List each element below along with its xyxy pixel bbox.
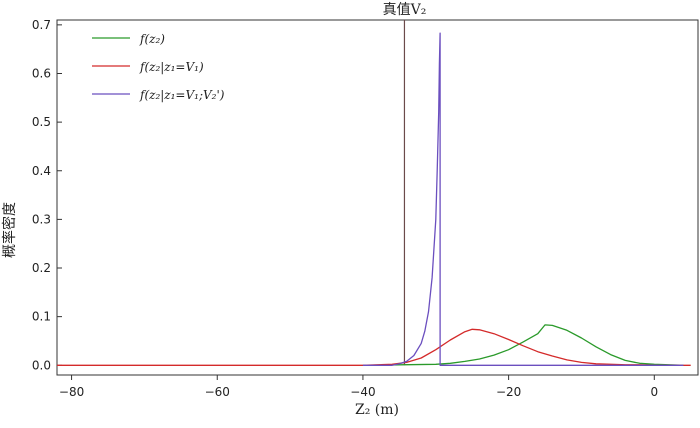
y-tick-label: 0.0 — [32, 358, 51, 372]
y-axis-label: 概率密度 — [1, 202, 18, 258]
y-tick-label: 0.5 — [32, 115, 51, 129]
x-tick-label: −60 — [205, 385, 230, 399]
series-line-2 — [57, 328, 691, 366]
x-tick-label: −80 — [59, 385, 84, 399]
y-tick-label: 0.7 — [32, 18, 51, 32]
legend-label-3: f(z₂|z₁=V₁;V₂') — [139, 88, 225, 102]
x-axis-ticks: −80 −60 −40 −20 0 — [59, 375, 658, 399]
y-tick-label: 0.2 — [32, 261, 51, 275]
y-axis-ticks: 0.0 0.1 0.2 0.3 0.4 0.5 0.6 0.7 — [32, 18, 62, 372]
true-value-label: 真值V₂ — [383, 2, 427, 18]
legend-label-2: f(z₂|z₁=V₁) — [139, 60, 204, 74]
series-lines — [57, 32, 691, 366]
x-axis-label: Z₂ (m) — [355, 402, 399, 418]
series-line-3 — [362, 32, 684, 366]
y-tick-label: 0.4 — [32, 164, 51, 178]
y-tick-label: 0.3 — [32, 212, 51, 226]
x-tick-label: −20 — [496, 385, 521, 399]
y-tick-label: 0.6 — [32, 66, 51, 80]
legend-label-1: f(z₂) — [139, 32, 165, 46]
y-tick-label: 0.1 — [32, 310, 51, 324]
legend: f(z₂) f(z₂|z₁=V₁) f(z₂|z₁=V₁;V₂') — [92, 32, 225, 102]
plot-area — [56, 19, 699, 376]
x-tick-label: 0 — [650, 385, 658, 399]
true-value-marker: 真值V₂ — [383, 2, 427, 366]
x-tick-label: −40 — [350, 385, 375, 399]
series-line-1 — [362, 324, 684, 366]
